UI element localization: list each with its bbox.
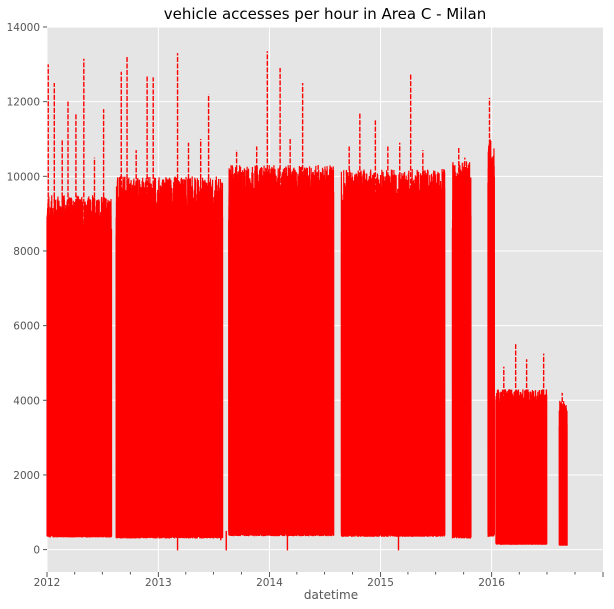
x-axis: 2012 2013 2014 2015 2016	[34, 572, 604, 589]
series-line	[228, 165, 335, 537]
y-tick-label: 0	[33, 545, 40, 557]
y-tick-label: 4000	[13, 395, 40, 407]
y-axis: 0 2000 4000 6000 8000 10000 12000 14000	[7, 22, 47, 557]
x-axis-label: datetime	[304, 588, 358, 602]
y-tick-label: 10000	[7, 171, 40, 183]
series-line	[340, 168, 446, 537]
x-tick-label: 2015	[367, 577, 394, 589]
series-line	[46, 195, 113, 538]
series-line	[451, 161, 472, 539]
series-line	[115, 176, 224, 539]
x-tick-label: 2013	[145, 577, 172, 589]
y-tick-label: 6000	[13, 321, 40, 333]
x-tick-label: 2012	[34, 577, 61, 589]
plot-area	[46, 51, 568, 551]
y-tick-label: 2000	[13, 470, 40, 482]
x-tick-label: 2014	[256, 577, 283, 589]
chart-title: vehicle accesses per hour in Area C - Mi…	[164, 5, 487, 23]
y-tick-label: 12000	[7, 97, 40, 109]
y-tick-label: 8000	[13, 246, 40, 258]
series-line	[558, 400, 568, 546]
y-tick-label: 14000	[7, 22, 40, 34]
x-tick-label: 2016	[478, 577, 505, 589]
